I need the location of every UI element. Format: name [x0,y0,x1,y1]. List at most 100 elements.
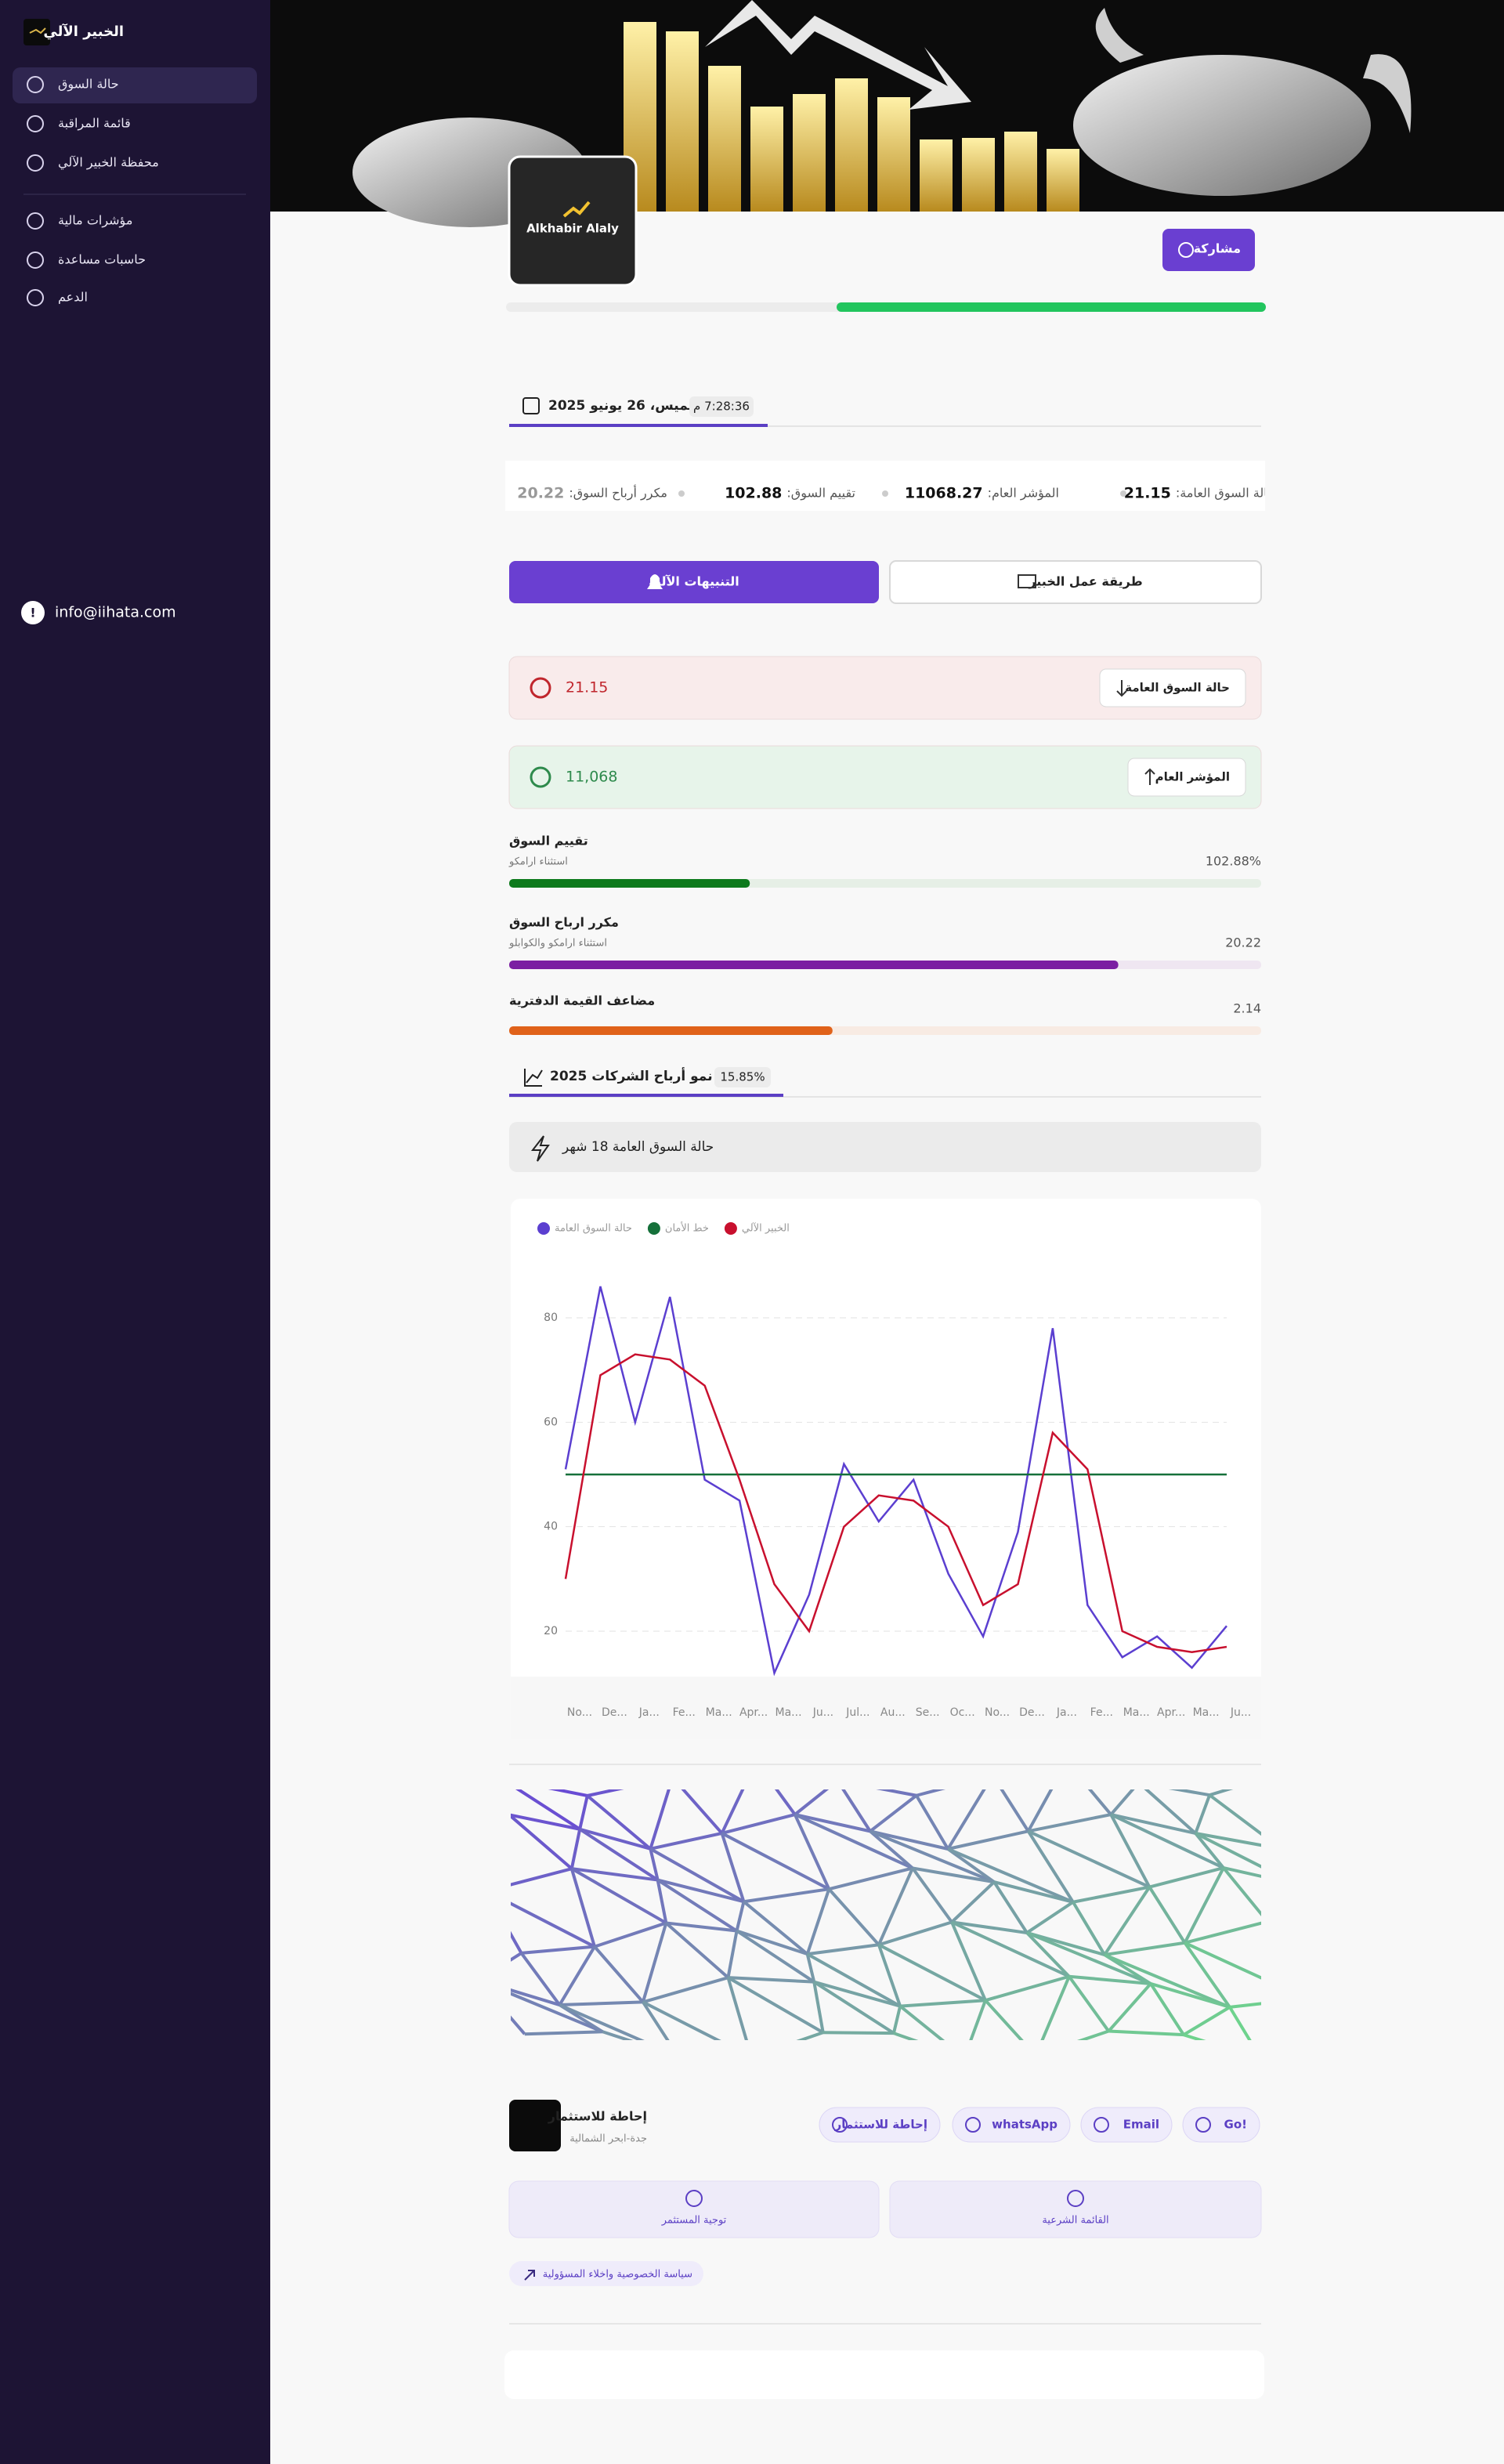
bolt-icon [530,1135,550,1162]
mesh-line [548,1789,588,1797]
footer-link[interactable] [952,2107,1071,2143]
brand-logo [24,19,50,45]
footer-link[interactable] [1080,2107,1173,2143]
mesh-line [1183,1867,1225,1944]
book-icon [1018,574,1036,588]
ticker-label: حالة السوق العامة: [1176,486,1275,501]
x-tick-label: Ja... [638,1706,660,1719]
mesh-line [1109,1814,1152,1888]
mesh-line [657,1878,744,1904]
ticker-value: 102.88 [725,485,782,502]
metric-value: 20.22 [1225,935,1261,950]
method-button[interactable] [889,560,1262,604]
x-tick-label: Ma... [706,1706,732,1719]
calendar-icon [522,397,540,414]
footer-card[interactable] [889,2180,1262,2238]
x-tick-label: De... [602,1706,627,1719]
metric-bar [509,961,1119,969]
nav-item: مؤشرات مالية [58,213,132,229]
x-tick-label: Jul... [845,1706,870,1719]
status-value: 11,068 [566,769,617,786]
mesh-line [878,1920,953,1947]
company-logo [509,2100,561,2151]
mesh-line [870,1829,949,1851]
mesh-line [1149,1982,1185,2036]
ticker [505,461,1265,511]
ticker-strip: حالة السوق العامة: 21.15 المؤشر العام: 1106… [517,485,1275,502]
mesh-line [665,1921,729,1979]
legend-swatch [724,1222,737,1235]
sidebar [0,0,270,2464]
x-tick-label: Au... [880,1706,906,1719]
mesh-line [899,1999,986,2008]
mesh-line [877,1867,914,1946]
metric-value: 102.88% [1206,854,1261,869]
mesh-line [1183,2033,1206,2040]
nav-icon [27,212,44,230]
mesh-line [1282,1849,1296,1884]
share-button[interactable] [1162,229,1255,271]
mesh-line [1148,1866,1224,1889]
mesh-line [950,1880,996,1923]
link-icon [1094,2117,1109,2133]
mesh-line [911,1867,953,1923]
mesh-line [641,1922,668,2003]
y-tick-label: 80 [544,1312,558,1324]
mesh-line [916,1789,946,1797]
status-icon [530,677,551,699]
chart-icon [524,1069,543,1087]
footer-link[interactable] [819,2107,941,2143]
mesh-line [587,1789,624,1797]
footer-link-label: Go! [1224,2118,1247,2132]
mesh-line [649,1831,723,1851]
time-badge [689,396,754,417]
mesh-line [1208,1793,1261,1836]
status-button[interactable] [1127,758,1246,797]
mesh-line [877,1944,902,2007]
hero-bar [666,31,699,212]
ticker-value: 20.22 [517,485,564,502]
mesh-line [1267,1922,1307,1999]
mesh-line [1110,1813,1196,1835]
policy-arrow [524,2270,535,2281]
nav-active[interactable] [13,67,257,103]
policy-link[interactable] [509,2261,703,2286]
status-button[interactable] [1099,668,1246,707]
alerts-button[interactable] [509,561,879,603]
mesh-line [950,1921,987,2001]
mesh-line [796,2031,824,2040]
bottom-panel [504,2350,1264,2399]
hero-bar [877,97,910,212]
footer-card-icon [1067,2190,1084,2207]
x-tick-label: Ma... [1193,1706,1220,1719]
mesh-line [1267,1884,1296,1922]
link-icon [832,2117,848,2133]
mesh-line [511,1867,573,1887]
mesh-line [774,1789,797,1816]
mesh-line [1000,1789,1030,1833]
mesh-line [642,2001,670,2040]
method-label: طريقة عمل الخبير [1028,574,1142,589]
metric-title: مضاعف القيمة الدفترية [509,993,655,1008]
nav-icon [27,154,44,172]
mesh-line [649,1789,671,1850]
mesh-line [869,1794,918,1833]
x-tick-label: No... [985,1706,1010,1719]
mesh-line [586,1794,652,1851]
footer-link[interactable] [1182,2107,1260,2143]
footer-link-label: Email [1123,2118,1159,2132]
mesh-line [511,1988,560,2006]
mesh-line [1104,1953,1231,2009]
hero-bar [1047,149,1079,212]
metric-title: تقييم السوق [509,834,588,848]
status-card [508,656,1262,720]
ticker-dot [882,490,888,497]
email-icon-mark: ! [30,606,35,621]
nav-icon [27,76,44,93]
footer-card[interactable] [508,2180,880,2238]
mesh-line [524,2030,603,2036]
mesh-line [807,1943,880,1956]
mesh-line [642,1976,729,2004]
metric-value: 2.14 [1233,1001,1261,1016]
mesh-line [1109,1789,1135,1816]
